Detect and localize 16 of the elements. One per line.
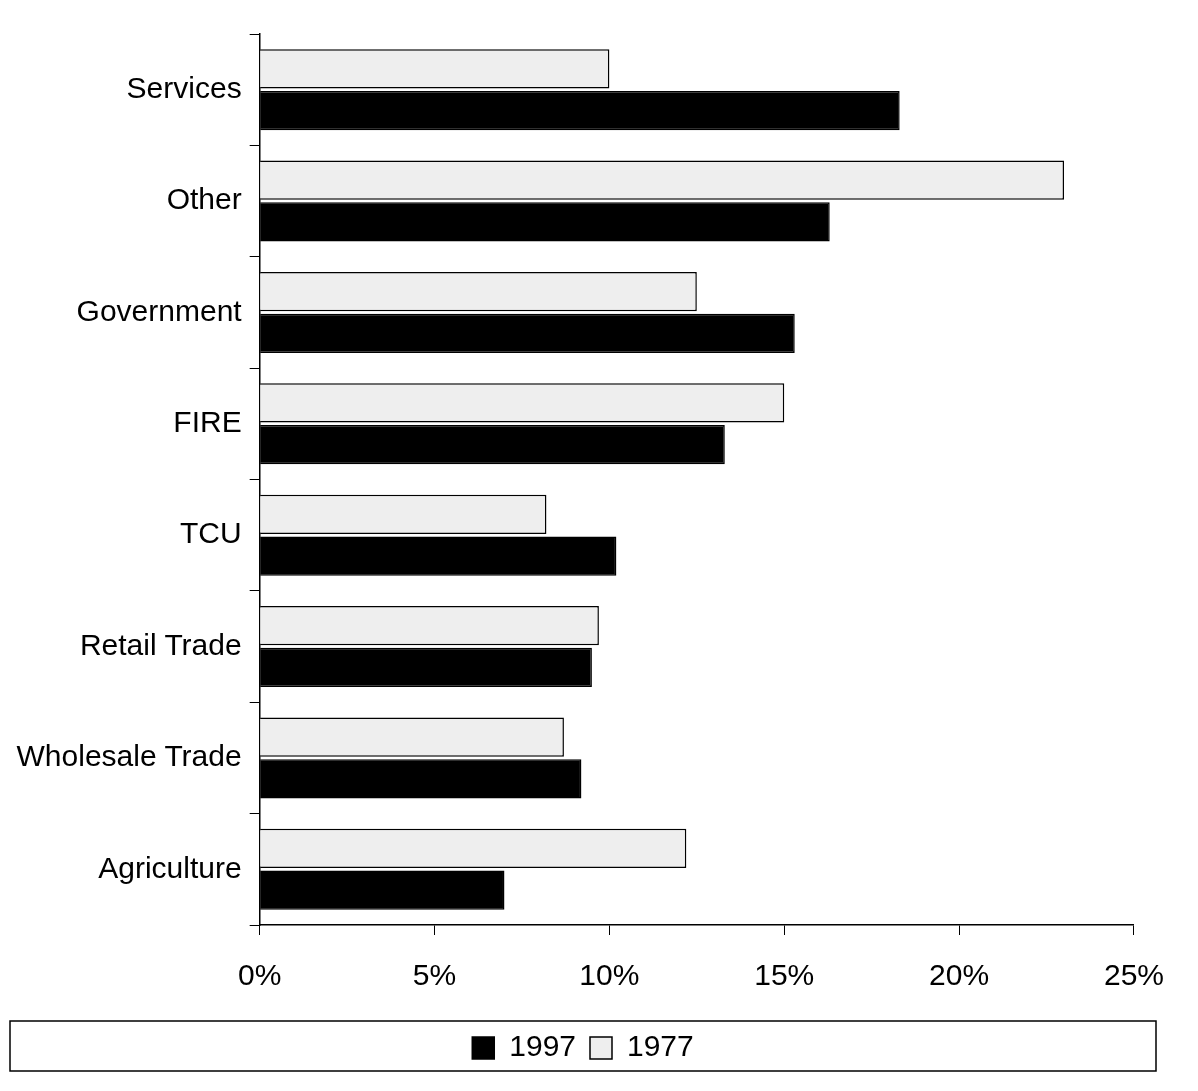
y-tick-label: Wholesale Trade	[16, 739, 242, 773]
x-tick-label: 20%	[929, 958, 990, 992]
x-tick-label: 15%	[754, 958, 815, 992]
x-tick-label: 25%	[1103, 958, 1164, 992]
y-tick-label: FIRE	[173, 405, 242, 439]
legend-label: 1997	[509, 1029, 577, 1063]
x-tick-label: 0%	[237, 958, 282, 992]
y-tick-label: Agriculture	[98, 850, 242, 884]
x-tick-label: 5%	[412, 958, 457, 992]
legend-label: 1977	[627, 1029, 694, 1063]
y-tick-label: TCU	[180, 516, 242, 550]
y-tick-label: Other	[166, 182, 242, 216]
y-tick-label: Government	[76, 293, 243, 327]
y-tick-label: Services	[126, 70, 242, 104]
y-tick-label: Retail Trade	[79, 627, 242, 661]
x-tick-label: 10%	[579, 958, 640, 992]
